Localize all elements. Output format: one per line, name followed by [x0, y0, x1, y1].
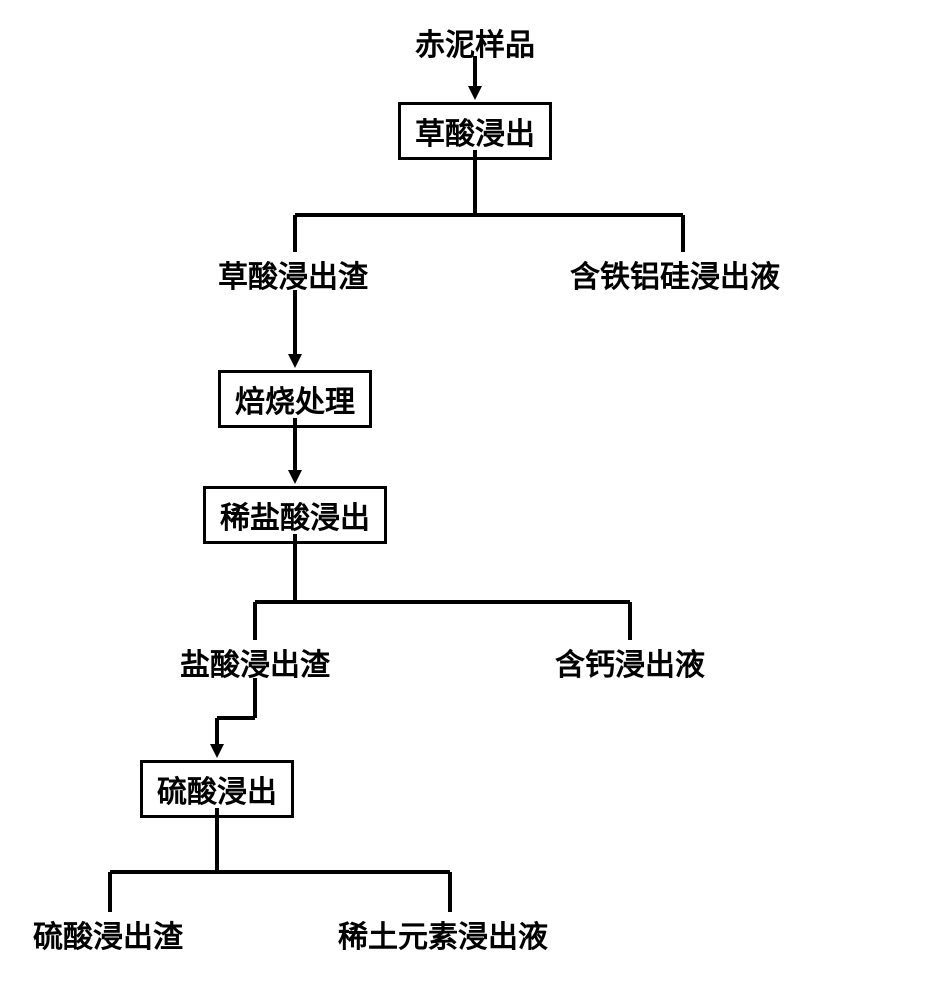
flowchart-connectors [0, 0, 951, 1000]
